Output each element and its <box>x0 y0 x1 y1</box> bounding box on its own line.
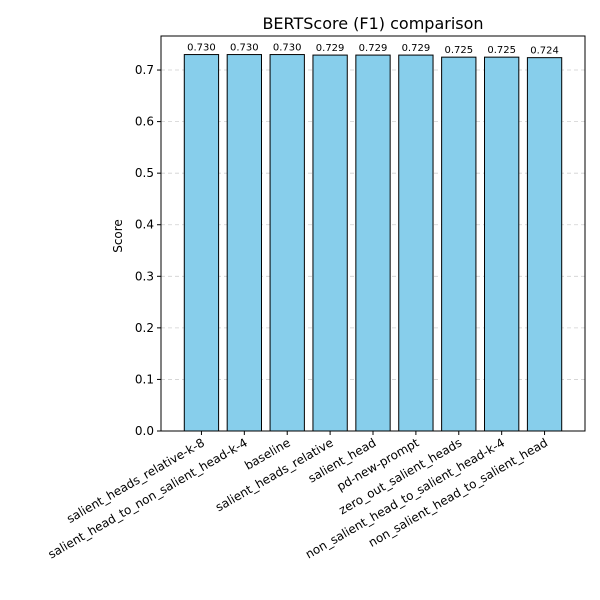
bar <box>398 54 434 432</box>
bar-value-label: 0.725 <box>487 45 516 56</box>
bar <box>269 54 305 432</box>
y-tick-label: 0.0 <box>135 424 154 438</box>
bar-value-label: 0.725 <box>444 45 473 56</box>
y-tick-label: 0.7 <box>135 63 154 77</box>
plot-frame <box>160 35 586 432</box>
y-tick-label: 0.1 <box>135 372 154 386</box>
y-axis: 0.0 0.1 0.2 0.3 0.4 0.5 0.6 0.7 <box>135 63 161 438</box>
bars <box>183 54 563 432</box>
bar <box>441 56 477 432</box>
y-tick-label: 0.2 <box>135 321 154 335</box>
y-tick-label: 0.4 <box>135 218 154 232</box>
bar <box>312 54 348 432</box>
bar-value-label: 0.724 <box>530 46 559 57</box>
bar-value-label: 0.729 <box>316 43 345 54</box>
bar <box>226 54 262 432</box>
y-axis-label: Score <box>111 219 125 253</box>
bar-value-label: 0.729 <box>402 43 431 54</box>
bar <box>183 54 220 432</box>
bar-value-label: 0.730 <box>273 43 302 54</box>
bar-value-label: 0.729 <box>359 43 388 54</box>
value-labels: 0.730 0.730 0.730 0.729 0.729 0.729 0.725 0.725… <box>187 43 559 57</box>
bar-value-label: 0.730 <box>230 43 259 54</box>
x-axis: salient_heads_relative-k-8salient_head_t… <box>46 431 550 561</box>
bar <box>484 56 520 432</box>
bar <box>526 57 563 432</box>
y-tick-label: 0.3 <box>135 269 154 283</box>
y-tick-label: 0.5 <box>135 166 154 180</box>
bar-value-label: 0.730 <box>187 43 216 54</box>
bar <box>355 54 391 432</box>
y-tick-label: 0.6 <box>135 115 154 129</box>
chart-title: BERTScore (F1) comparison <box>262 14 483 33</box>
